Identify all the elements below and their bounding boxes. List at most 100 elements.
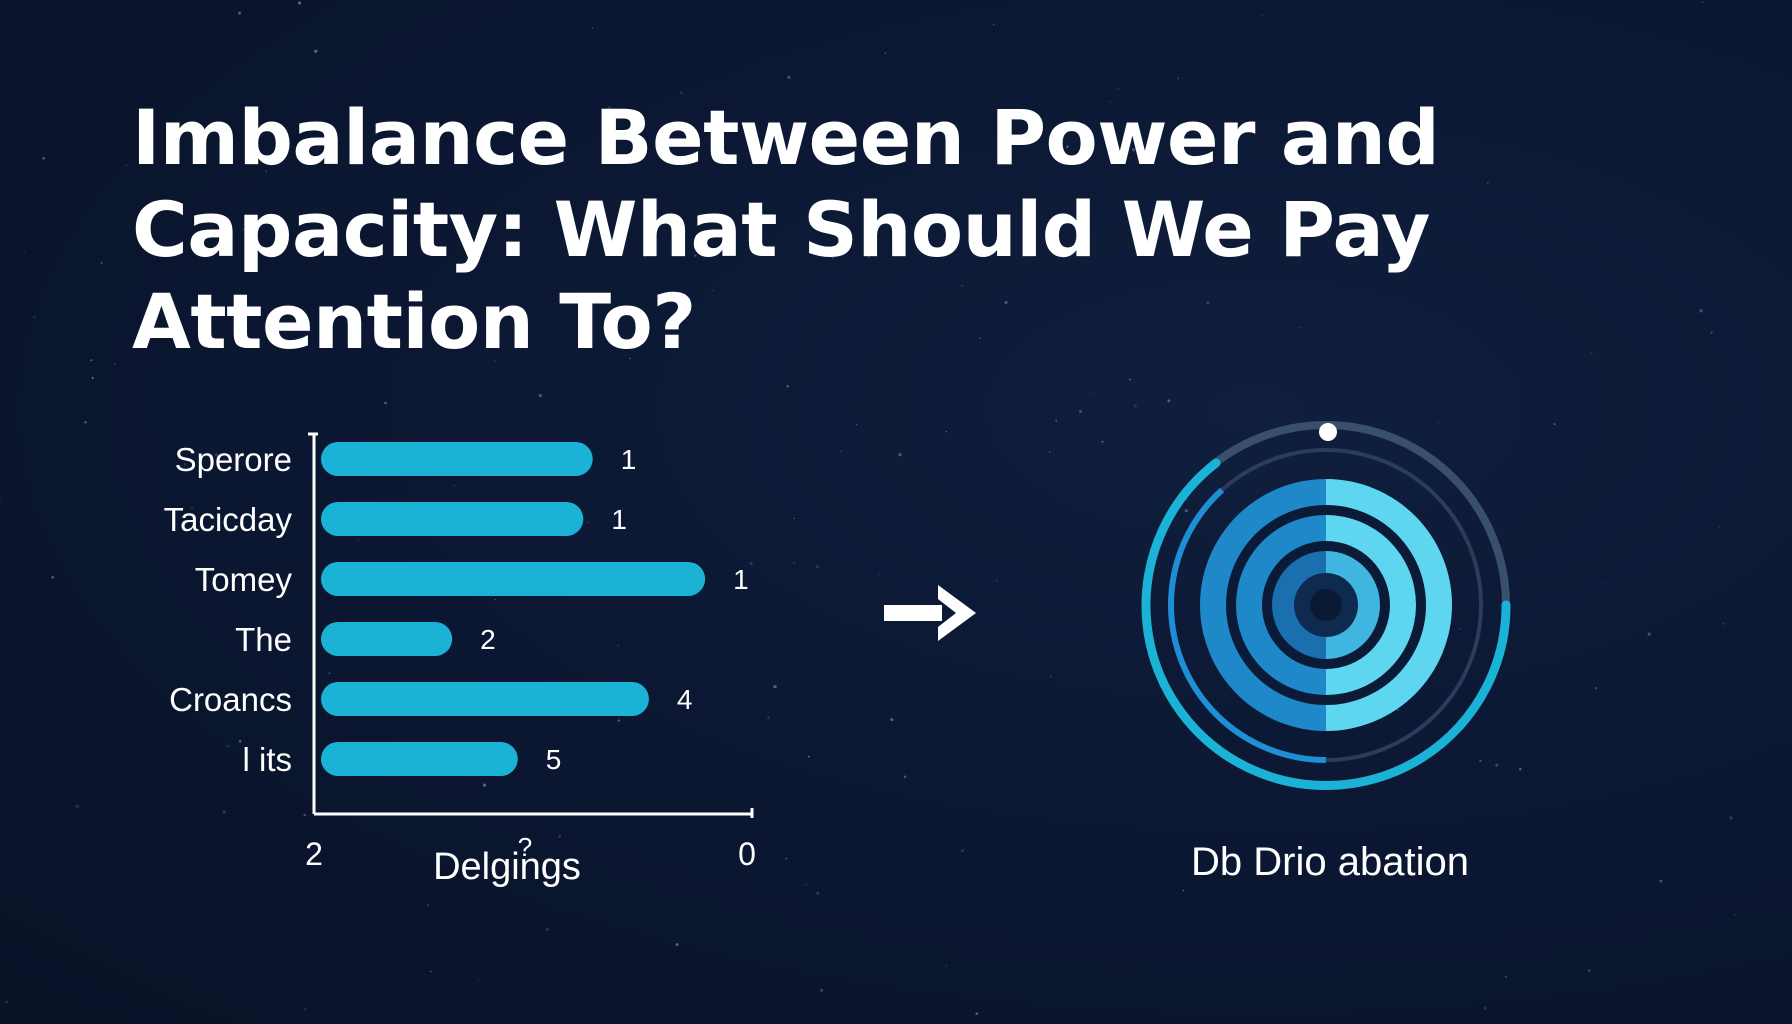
star — [884, 52, 887, 55]
x-tick-label-mid: ? — [518, 832, 532, 862]
star — [33, 315, 36, 319]
star — [1504, 975, 1507, 978]
star — [1176, 77, 1180, 80]
star — [357, 539, 360, 542]
bar-5 — [321, 742, 518, 776]
bar-2 — [321, 562, 706, 596]
star — [1718, 526, 1721, 528]
star — [975, 1012, 979, 1015]
value-label-2: 1 — [733, 564, 749, 595]
x-axis-label: Delgings — [433, 846, 581, 888]
outer-accent-arc — [1141, 458, 1511, 790]
star — [694, 254, 697, 257]
star — [945, 965, 947, 967]
star — [1699, 309, 1703, 313]
star — [1298, 326, 1300, 329]
star — [333, 310, 335, 312]
star — [238, 11, 242, 15]
star — [805, 883, 808, 886]
star — [819, 988, 824, 992]
star — [1128, 378, 1131, 381]
star — [773, 684, 777, 689]
star — [586, 521, 589, 524]
star — [1519, 767, 1522, 771]
star — [1588, 969, 1591, 972]
star — [945, 430, 948, 433]
star — [807, 755, 810, 758]
star — [453, 484, 456, 487]
star — [493, 360, 496, 363]
star — [711, 290, 714, 292]
star — [878, 573, 880, 575]
star — [430, 970, 432, 973]
star — [91, 376, 94, 380]
star — [793, 517, 795, 520]
star — [222, 810, 226, 814]
star — [477, 978, 479, 981]
star — [867, 255, 870, 258]
star — [145, 146, 148, 149]
star — [1479, 759, 1482, 763]
star — [787, 75, 791, 79]
star — [51, 575, 55, 579]
star — [903, 775, 907, 779]
star — [301, 37, 303, 39]
rings-caption: Db Drio abation — [1191, 840, 1469, 884]
star — [607, 105, 611, 109]
x-tick-label-left: 2 — [305, 836, 323, 872]
star — [855, 423, 858, 426]
star — [1079, 409, 1082, 413]
x-tick-label-right: 0 — [738, 836, 756, 872]
value-label-4: 4 — [677, 684, 693, 715]
star — [767, 716, 770, 720]
star — [1415, 139, 1418, 141]
arrow-right-icon — [884, 585, 976, 641]
center-dot — [1310, 589, 1342, 621]
star — [1553, 423, 1556, 426]
star — [137, 901, 139, 903]
star — [1202, 160, 1206, 164]
star — [1710, 331, 1713, 334]
star — [1092, 392, 1095, 395]
star — [644, 255, 647, 258]
star — [1167, 399, 1171, 403]
star — [1458, 627, 1461, 631]
bar-1 — [321, 502, 584, 536]
star — [1101, 440, 1104, 443]
star — [675, 943, 679, 947]
star — [1601, 581, 1603, 583]
concentric-rings-chart — [1141, 421, 1511, 790]
star — [839, 450, 842, 453]
star — [482, 783, 487, 787]
star — [1109, 101, 1112, 103]
star — [961, 284, 963, 287]
star — [238, 740, 242, 743]
category-label-0: Sperore — [175, 441, 292, 478]
star — [90, 359, 93, 362]
star — [1590, 351, 1593, 354]
star — [785, 857, 788, 860]
star — [1647, 632, 1651, 636]
page-title: Imbalance Between Power and Capacity: Wh… — [132, 93, 1440, 366]
star — [201, 335, 203, 337]
star — [1055, 419, 1058, 422]
star — [303, 813, 306, 817]
star — [125, 164, 128, 167]
star — [992, 23, 995, 26]
star — [226, 744, 230, 748]
star — [1659, 879, 1663, 883]
star — [591, 27, 594, 29]
star — [1206, 301, 1210, 305]
star — [1261, 14, 1264, 16]
star — [1182, 889, 1185, 892]
star — [1049, 675, 1053, 678]
bar-chart: Sperore 1 Tacicday 1 Tomey 1 The 2 Croancs 4 l its… — [164, 432, 756, 888]
star — [100, 261, 103, 265]
star — [527, 1021, 529, 1024]
star — [1734, 914, 1736, 916]
bar-3 — [321, 622, 453, 656]
star — [1179, 156, 1183, 160]
star — [1004, 301, 1008, 304]
star — [23, 250, 25, 252]
star — [426, 904, 429, 907]
